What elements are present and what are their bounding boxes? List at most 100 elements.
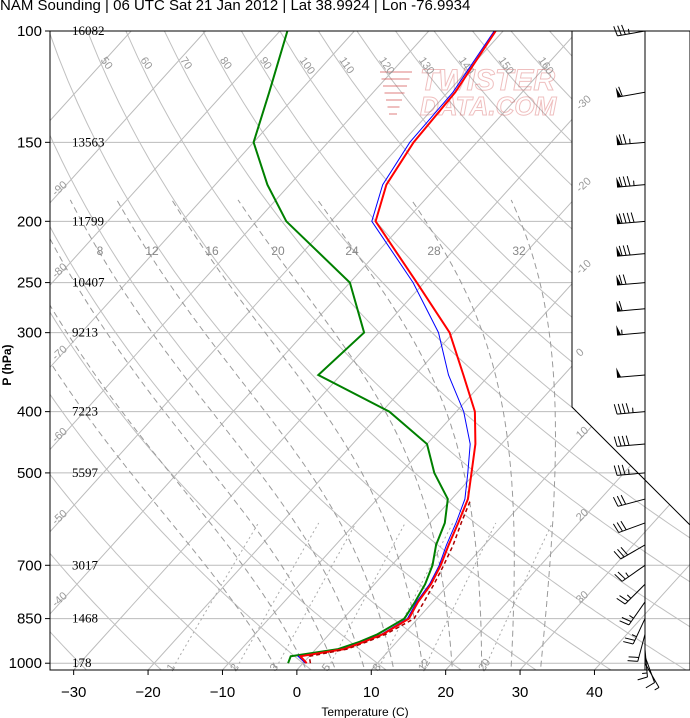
- dry-adiabat: [240, 31, 690, 670]
- isotherm-line: [50, 31, 578, 670]
- isotherm-line: [73, 31, 653, 670]
- pressure-tick-label: 100: [17, 23, 42, 40]
- x-tick-label: 40: [586, 684, 603, 701]
- dry-adiabat: [50, 31, 169, 670]
- wind-barb: [613, 544, 646, 560]
- pressure-tick-label: 200: [17, 213, 42, 230]
- dry-adiabat: [50, 31, 471, 670]
- isotherm-label: 10: [574, 424, 591, 441]
- wind-barb: [615, 86, 646, 98]
- x-tick-label: −10: [210, 684, 235, 701]
- height-label: 5597: [72, 465, 99, 480]
- isotherm-line: [50, 31, 504, 670]
- isotherm-label: -70: [50, 343, 70, 363]
- dry-adiabat: [587, 31, 690, 670]
- isotherm-label: 30: [574, 589, 591, 606]
- isotherm-label: -30: [574, 93, 594, 113]
- dry-adiabat-label: 90: [257, 55, 274, 72]
- mixing-ratio-label: 12: [416, 657, 433, 674]
- isotherm-line: [50, 31, 281, 670]
- wind-barb: [612, 494, 646, 507]
- wind-barbs: [612, 24, 660, 691]
- wind-barb: [616, 274, 646, 286]
- moist-adiabat: [317, 199, 483, 670]
- background-lines: [50, 31, 690, 670]
- dry-adiabat: [317, 31, 690, 670]
- moist-adiabat-label: 8: [97, 244, 104, 258]
- skew-boundary: [571, 31, 690, 526]
- moist-adiabat-label: 12: [145, 244, 159, 258]
- dry-adiabat: [50, 31, 622, 670]
- moist-adiabat: [69, 199, 368, 670]
- mixing-ratio-label: 3: [268, 662, 281, 674]
- wind-barb: [613, 464, 646, 476]
- dry-adiabat-label: 110: [336, 55, 356, 76]
- wind-barb: [637, 649, 648, 681]
- mixing-ratio-line: [270, 522, 357, 670]
- pressure-tick-label: 150: [17, 134, 42, 151]
- isotherm-line: [50, 31, 206, 670]
- profiles: [252, 31, 497, 664]
- dry-adiabat: [50, 31, 396, 670]
- wind-barb: [613, 24, 646, 37]
- wind-barb: [627, 634, 646, 662]
- height-label: 16082: [72, 23, 105, 38]
- y-axis-label: P (hPa): [0, 344, 14, 385]
- mixing-ratio-line: [231, 522, 320, 670]
- tornado-icon: [380, 71, 412, 115]
- dry-adiabat: [395, 31, 690, 670]
- isotherm-label: -80: [50, 261, 70, 281]
- wind-barb: [644, 656, 656, 689]
- isotherm-label: 20: [574, 507, 591, 524]
- isotherm-label: -20: [574, 175, 594, 195]
- dry-adiabat: [202, 31, 690, 670]
- mixing-ratio-label: 8: [370, 662, 383, 674]
- height-label: 11799: [72, 213, 104, 228]
- dry-adiabat: [50, 31, 547, 670]
- moist-adiabat-label: 20: [271, 244, 285, 258]
- wind-barb: [616, 134, 646, 146]
- height-label: 3017: [72, 557, 99, 572]
- dry-adiabat: [279, 31, 690, 670]
- wind-barb: [613, 435, 646, 447]
- watermark-line1: TWISTER: [420, 64, 555, 97]
- wind-barb: [614, 564, 646, 582]
- x-tick-label: 20: [437, 684, 454, 701]
- x-tick-label: 30: [512, 684, 529, 701]
- height-label: 9213: [72, 325, 98, 340]
- mixing-ratio-label: 5: [320, 662, 333, 674]
- parcel-line: [308, 498, 472, 664]
- pressure-tick-label: 250: [17, 275, 42, 292]
- dry-adiabat: [356, 31, 690, 670]
- dry-adiabat: [125, 31, 690, 670]
- height-label: 1468: [72, 611, 98, 626]
- moist-adiabat: [171, 199, 425, 670]
- isotherm-label: -50: [50, 508, 70, 528]
- isotherm-label: -90: [50, 179, 70, 199]
- dry-adiabat-label: 50: [98, 55, 115, 72]
- dry-adiabat-label: 70: [177, 55, 194, 72]
- dry-adiabat: [510, 31, 690, 670]
- x-tick-label: 10: [363, 684, 380, 701]
- mixing-ratio-line: [419, 522, 497, 670]
- x-tick-label: −20: [135, 684, 160, 701]
- height-label: 178: [72, 655, 92, 670]
- moist-adiabat-label: 24: [345, 244, 359, 258]
- isotherm-label: -10: [574, 258, 594, 278]
- mixing-ratio-line: [167, 522, 259, 670]
- dry-adiabat-label: 100: [297, 55, 317, 77]
- wind-barb: [616, 583, 646, 605]
- dry-adiabat: [163, 31, 690, 670]
- dry-adiabat-label: 60: [138, 55, 155, 72]
- y-axis: 100 16082 150 13563 200 11799 250 10407 300 9213 4…: [9, 23, 105, 672]
- moist-adiabat: [411, 199, 515, 670]
- isotherm-label: 0: [574, 346, 587, 359]
- x-tick-label: 0: [293, 684, 301, 701]
- moist-adiabat-labels: 8 12 16 20 24 28 32: [97, 244, 526, 258]
- moist-adiabat: [237, 199, 454, 670]
- moist-adiabat: [116, 199, 396, 670]
- dry-adiabat: [86, 31, 690, 670]
- height-label: 10407: [72, 275, 105, 290]
- wind-barb: [616, 367, 646, 378]
